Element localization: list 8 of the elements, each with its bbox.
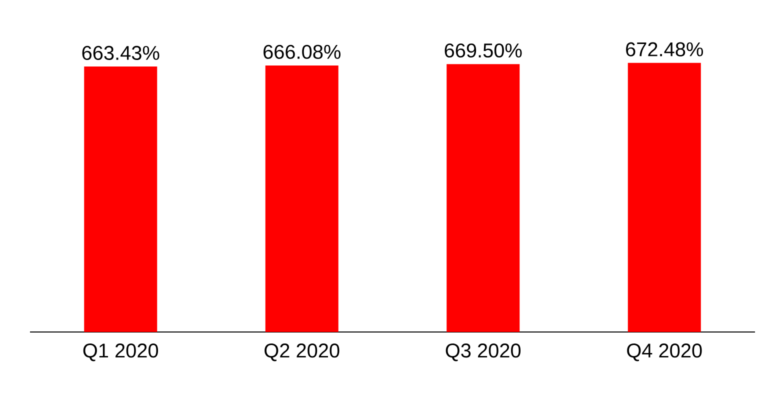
- x-tick-label: Q3 2020: [446, 344, 521, 362]
- x-tick-label: Q4 2020: [627, 344, 702, 362]
- data-label: 672.48%: [626, 42, 703, 56]
- data-label: 669.50%: [444, 43, 522, 58]
- x-tick-label: Q1 2020: [83, 344, 158, 362]
- data-label: 663.43%: [82, 46, 160, 60]
- x-tick-label: Q2 2020: [264, 344, 340, 362]
- data-label: 666.08%: [264, 44, 340, 59]
